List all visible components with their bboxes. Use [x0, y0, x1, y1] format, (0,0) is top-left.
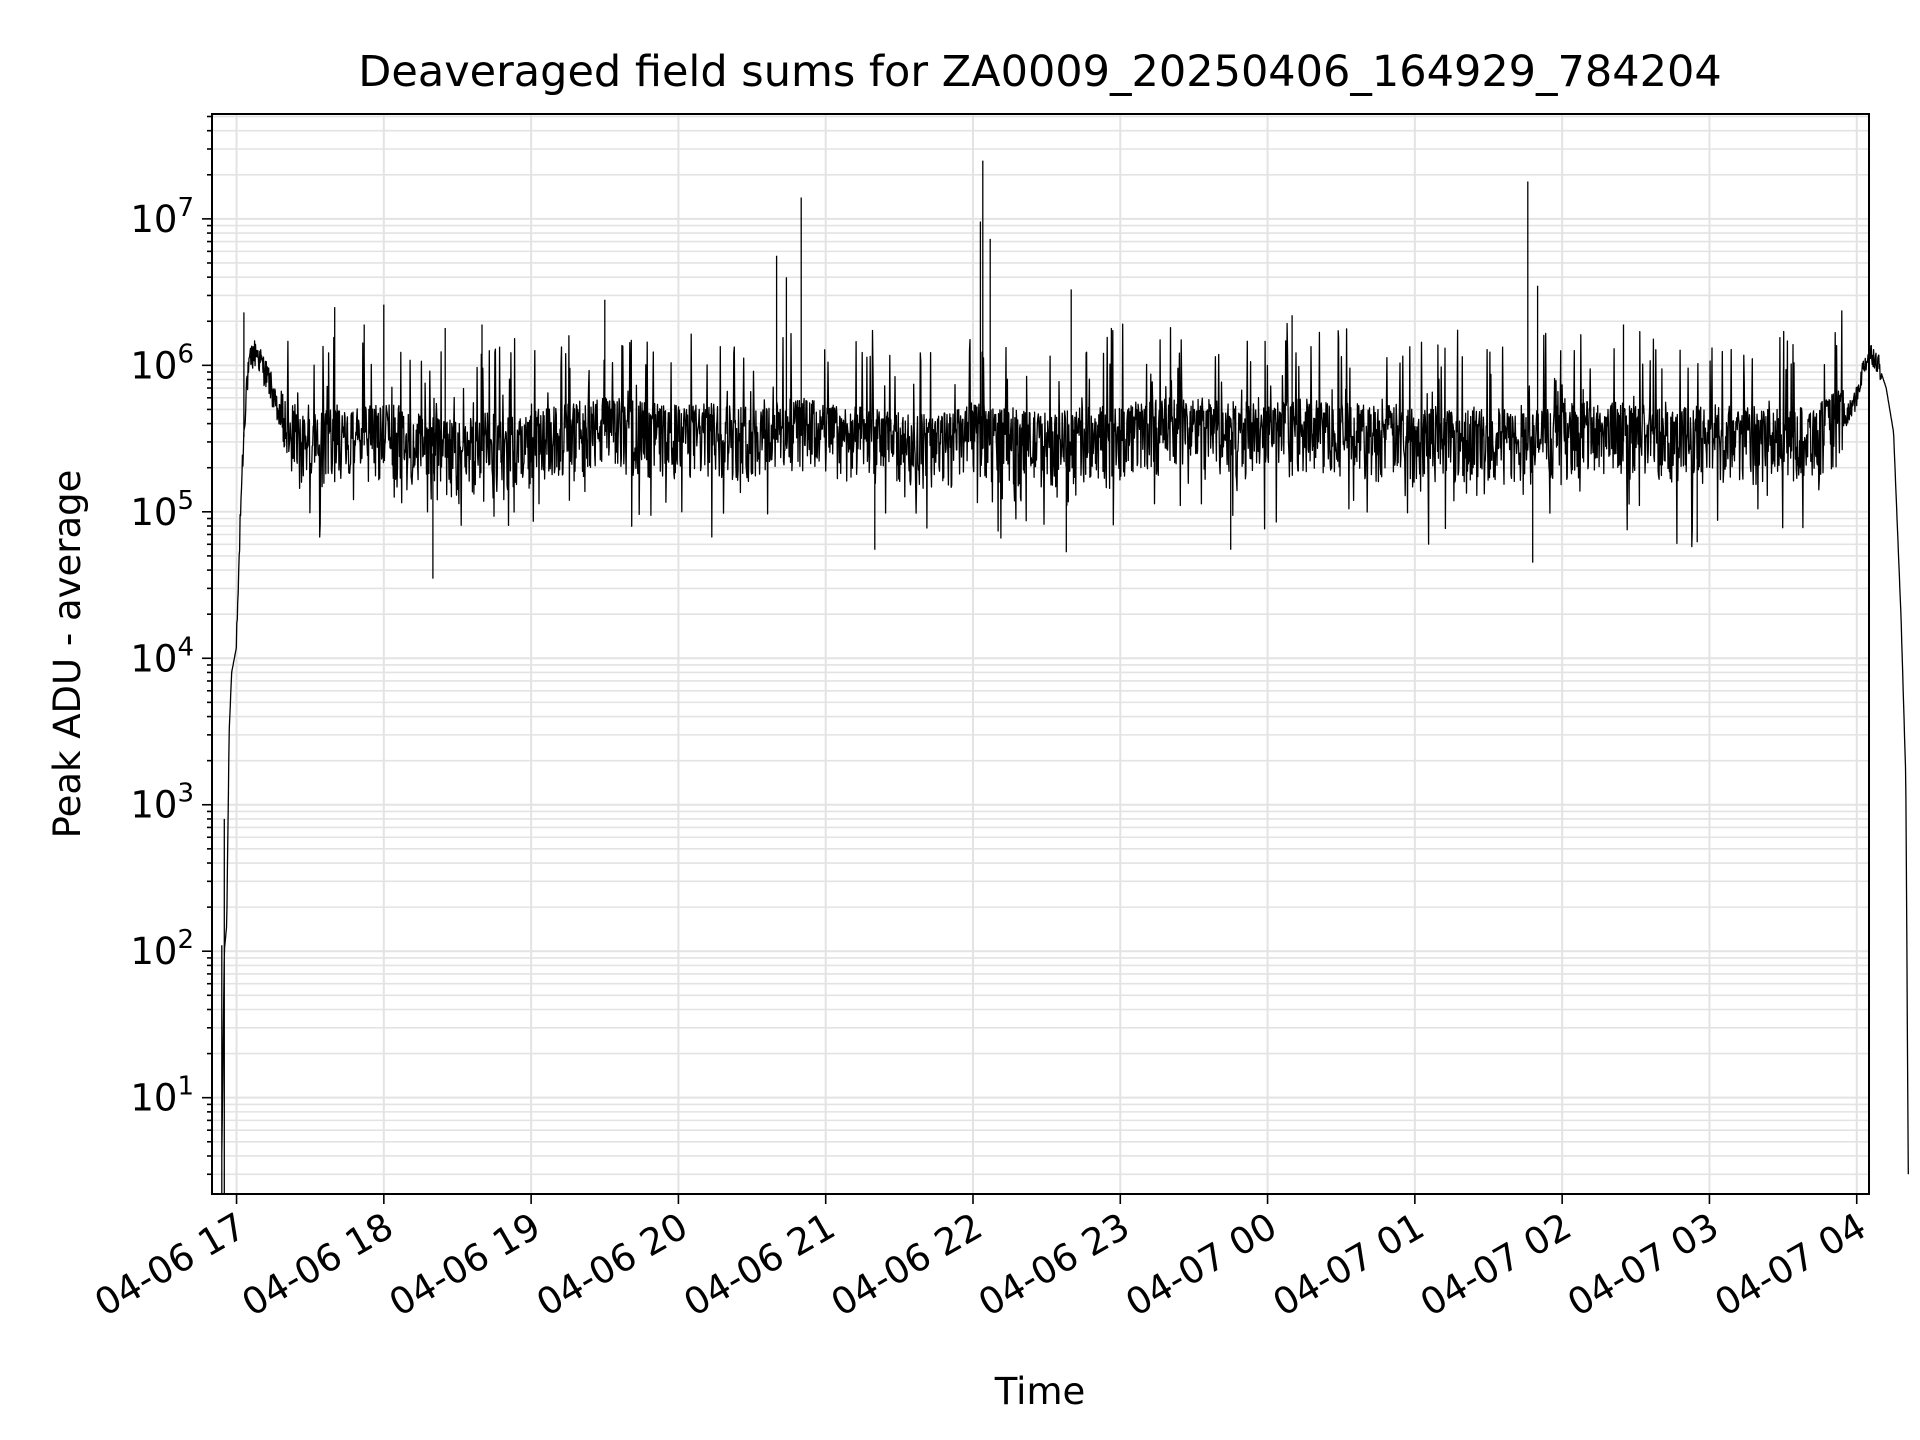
series-line	[221, 160, 1909, 1194]
x-axis-label: Time	[994, 1370, 1086, 1413]
y-tick-label: 105	[130, 486, 194, 534]
y-axis-label: Peak ADU - average	[46, 470, 89, 839]
y-tick-label: 101	[130, 1072, 194, 1120]
y-tick-label: 102	[130, 925, 194, 973]
y-tick-label: 103	[130, 779, 194, 827]
plot-frame	[211, 113, 1870, 1195]
y-tick-label: 107	[130, 193, 194, 241]
series-layer	[221, 160, 1909, 1194]
y-tick-label: 106	[130, 339, 194, 387]
chart-title: Deaveraged field sums for ZA0009_2025040…	[358, 47, 1721, 97]
y-tick-label: 104	[130, 632, 194, 680]
grid	[212, 114, 1869, 1194]
